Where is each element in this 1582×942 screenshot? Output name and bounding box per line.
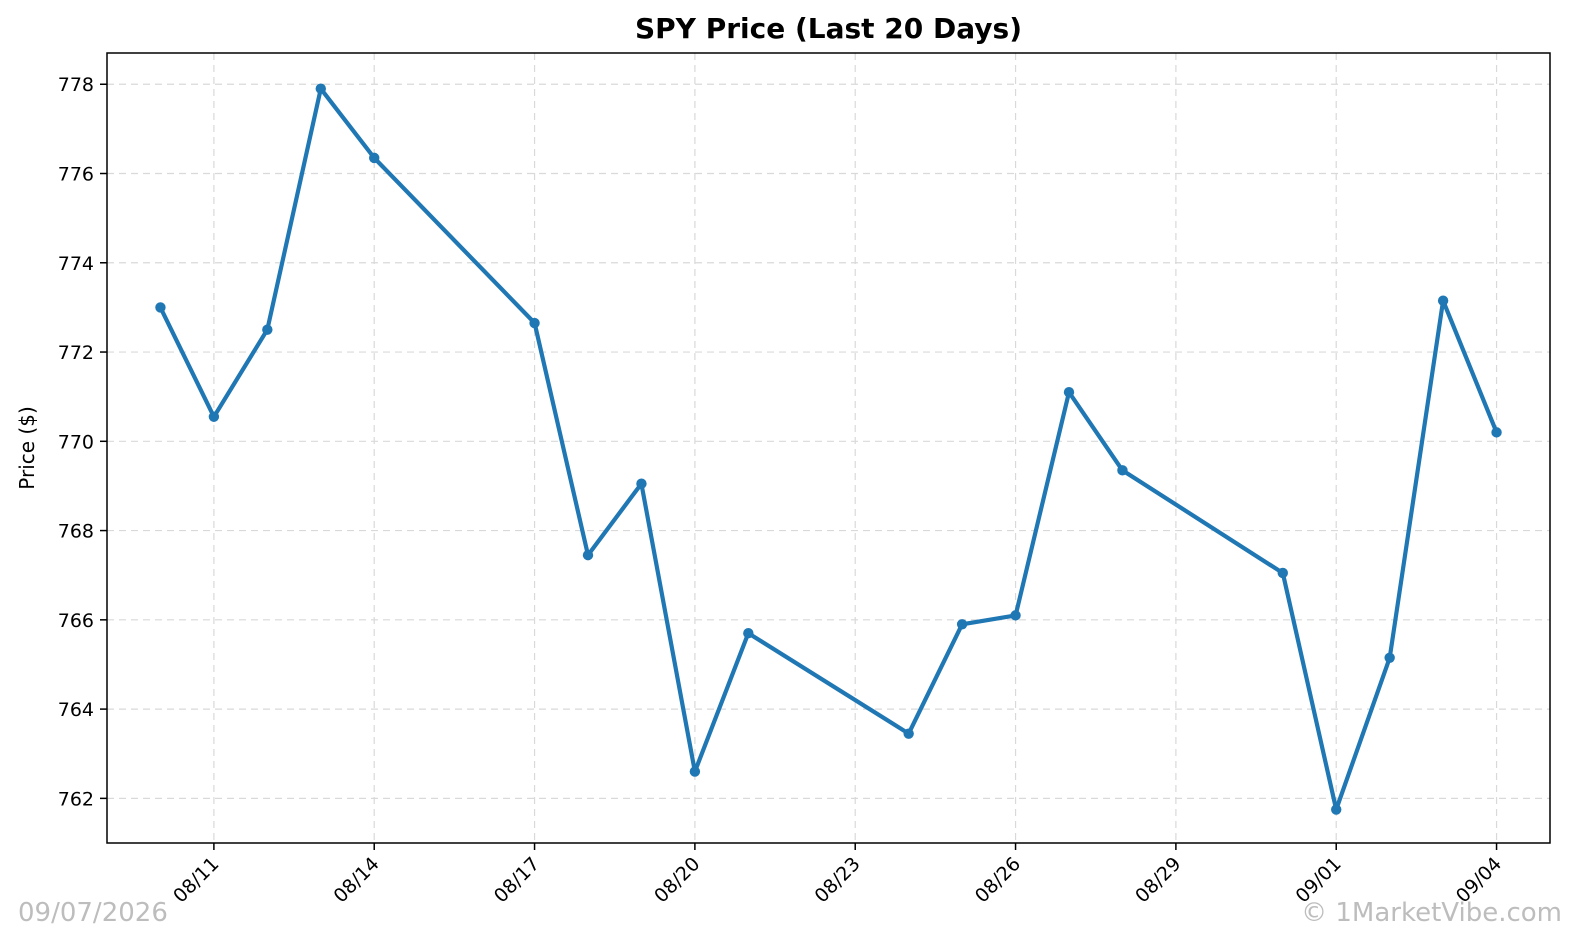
data-point [1010,610,1021,621]
x-tick-label: 08/17 [490,853,544,907]
y-tick-label: 774 [58,253,94,275]
data-point [369,152,380,164]
y-tick-label: 776 [58,164,94,186]
x-tick-label: 08/11 [169,853,223,907]
data-point [1491,427,1502,438]
data-point [689,766,701,777]
x-tick-label: 08/29 [1131,853,1185,907]
data-point [743,628,754,639]
data-point [1277,567,1288,579]
data-point [1437,295,1449,306]
data-point [155,302,166,313]
axes-frame [106,52,1551,844]
data-point [1117,465,1128,476]
data-point [956,619,968,630]
data-point [262,324,273,335]
y-tick-label: 778 [58,74,94,96]
y-tick-label: 766 [58,610,94,632]
data-point [1384,652,1395,663]
data-point [315,83,326,94]
x-tick-label: 08/23 [810,853,864,907]
data-point [636,478,647,489]
y-axis-label: Price ($) [15,406,39,489]
y-tick-label: 772 [58,342,94,364]
data-point [1331,804,1342,815]
y-tick-label: 764 [58,699,94,721]
x-tick-label: 08/20 [650,853,704,907]
brand-watermark: © 1MarketVibe.com [1301,898,1562,928]
series-line [158,86,1499,812]
series-spy-price [155,83,1502,815]
data-point [903,728,914,739]
x-tick-label: 08/14 [329,853,383,907]
data-point [1063,387,1075,398]
y-tick-label: 770 [58,431,94,453]
data-point [208,411,220,422]
data-point [582,549,594,561]
grid [107,53,1550,843]
data-point [529,317,540,329]
y-tick-label: 762 [58,788,94,810]
date-watermark: 09/07/2026 [18,898,168,928]
y-tick-label: 768 [58,521,94,543]
chart-title: SPY Price (Last 20 Days) [635,12,1022,45]
x-tick-label: 08/26 [971,853,1025,907]
axis-ticks: 762 764 766 768 770 772 774 776 778 08/11 08/14 08/… [58,74,1506,907]
